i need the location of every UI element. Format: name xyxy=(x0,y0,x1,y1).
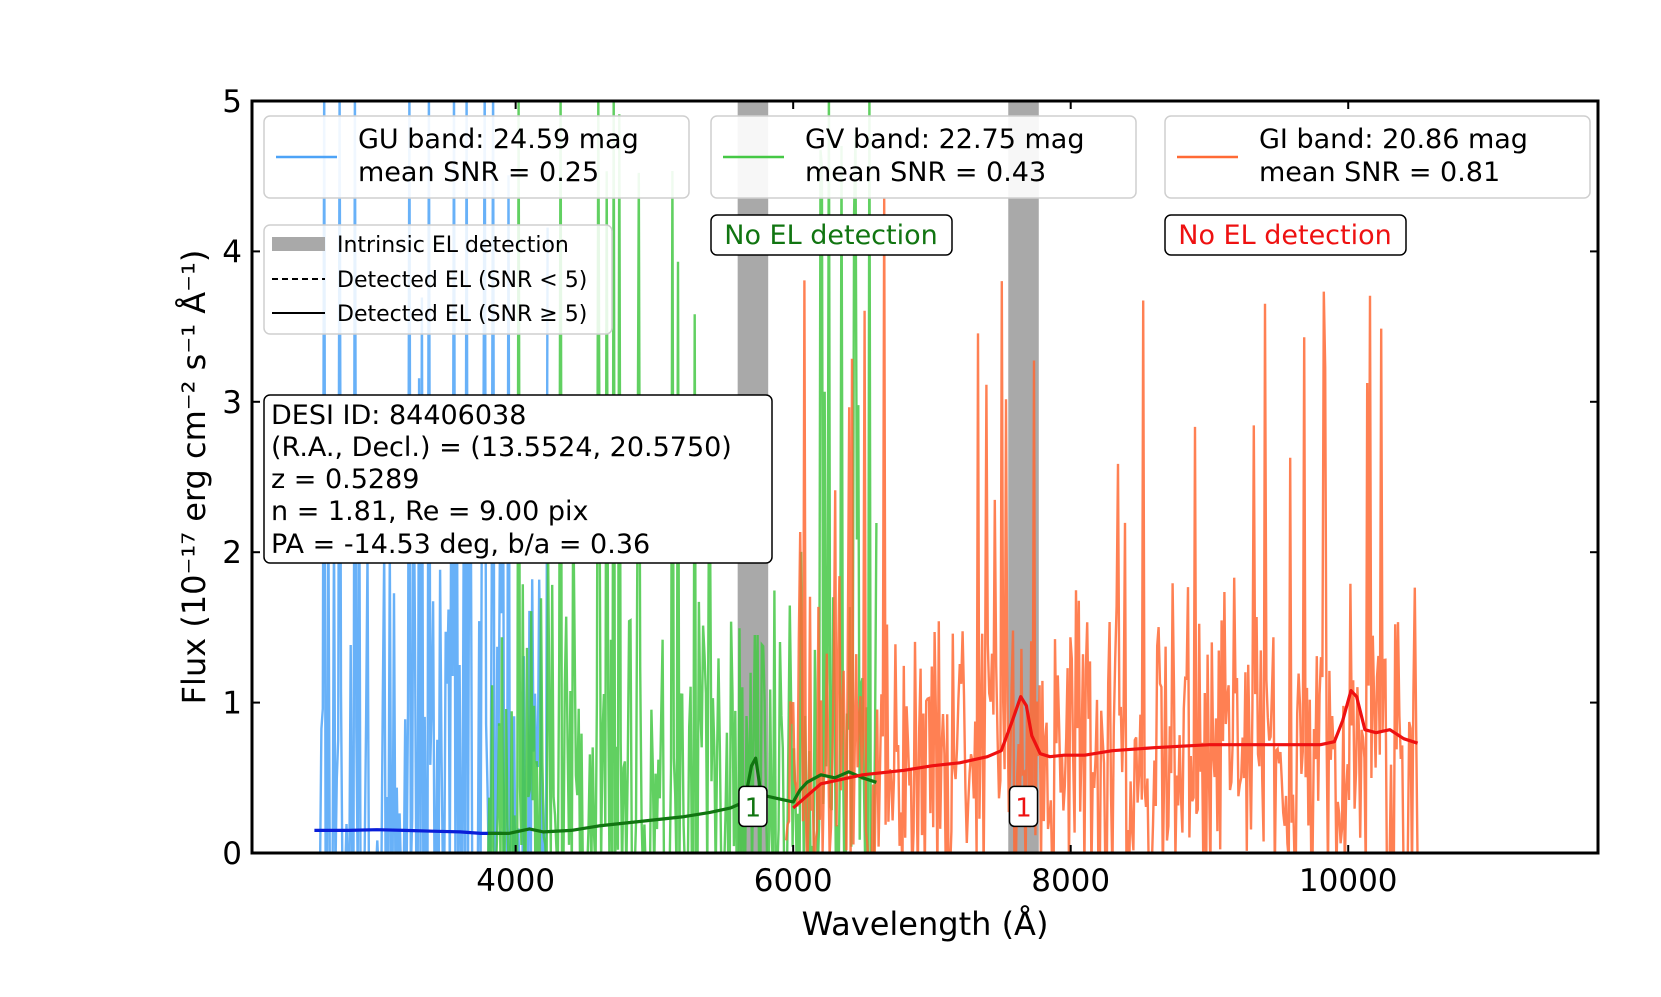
y-tick-label: 0 xyxy=(222,836,242,872)
plot-frame xyxy=(250,99,1600,855)
model-gi xyxy=(792,689,1419,810)
band-legend-frame xyxy=(263,115,690,199)
model-lines-layer xyxy=(314,689,1419,835)
band-legend-snr: mean SNR = 0.81 xyxy=(1259,157,1500,188)
object-info-frame xyxy=(263,394,773,564)
el-legend-label-dashed: Detected EL (SNR < 5) xyxy=(337,268,587,293)
spectrum-gi xyxy=(785,197,1419,853)
band-legend-magnitude: GV band: 22.75 mag xyxy=(805,124,1084,155)
band-legend-magnitude: GU band: 24.59 mag xyxy=(358,124,639,155)
band-legend-frame xyxy=(710,115,1137,199)
y-tick-label: 1 xyxy=(222,686,242,722)
model-gv xyxy=(487,756,877,835)
line-marker-label: 1 xyxy=(1015,793,1032,823)
el-legend-label-intrinsic: Intrinsic EL detection xyxy=(337,233,569,258)
line-marker-label: 1 xyxy=(745,793,762,823)
line-marker-frame xyxy=(1008,785,1039,828)
info-coordinates: (R.A., Decl.) = (13.5524, 20.5750) xyxy=(271,432,732,463)
y-tick-label: 3 xyxy=(222,385,242,421)
spectrum-gv xyxy=(487,101,878,853)
y-tick-label: 4 xyxy=(222,234,242,270)
el-legend: Intrinsic EL detection Detected EL (SNR … xyxy=(263,224,613,335)
info-desi-id: DESI ID: 84406038 xyxy=(271,400,526,431)
x-tick-label: 10000 xyxy=(1299,863,1398,899)
line-marker-frame xyxy=(738,785,768,828)
el-legend-label-solid: Detected EL (SNR ≥ 5) xyxy=(337,302,587,327)
band-legend-frame xyxy=(1164,115,1591,199)
band-legend-magnitude: GI band: 20.86 mag xyxy=(1259,124,1528,155)
gi-detection-label: No EL detection xyxy=(1164,214,1407,256)
gv-detection-text: No EL detection xyxy=(724,220,938,251)
line-marker-2: 1 xyxy=(1008,785,1039,828)
x-tick-label: 8000 xyxy=(1031,863,1110,899)
info-redshift: z = 0.5289 xyxy=(271,464,419,495)
line-marker-1: 1 xyxy=(738,785,768,828)
y-tick-label: 5 xyxy=(222,84,242,120)
x-axis-label: Wavelength (Å) xyxy=(802,905,1049,943)
info-pa-ba: PA = -14.53 deg, b/a = 0.36 xyxy=(271,529,650,560)
band-legend-snr: mean SNR = 0.43 xyxy=(805,157,1046,188)
x-tick-label: 6000 xyxy=(754,863,833,899)
gv-detection-label: No EL detection xyxy=(710,214,953,256)
band-legend-snr: mean SNR = 0.25 xyxy=(358,157,599,188)
info-sersic: n = 1.81, Re = 9.00 pix xyxy=(271,496,588,527)
gi-detection-text: No EL detection xyxy=(1178,220,1392,251)
x-tick-label: 4000 xyxy=(476,863,555,899)
object-info-box: DESI ID: 84406038 (R.A., Decl.) = (13.55… xyxy=(263,394,773,564)
el-legend-box xyxy=(263,224,613,335)
y-axis-label: Flux (10⁻¹⁷ erg cm⁻² s⁻¹ Å⁻¹) xyxy=(175,250,213,705)
axis-ticks: 4000 6000 8000 10000 0 1 2 3 4 5 xyxy=(222,84,1598,899)
y-tick-label: 2 xyxy=(222,535,242,571)
